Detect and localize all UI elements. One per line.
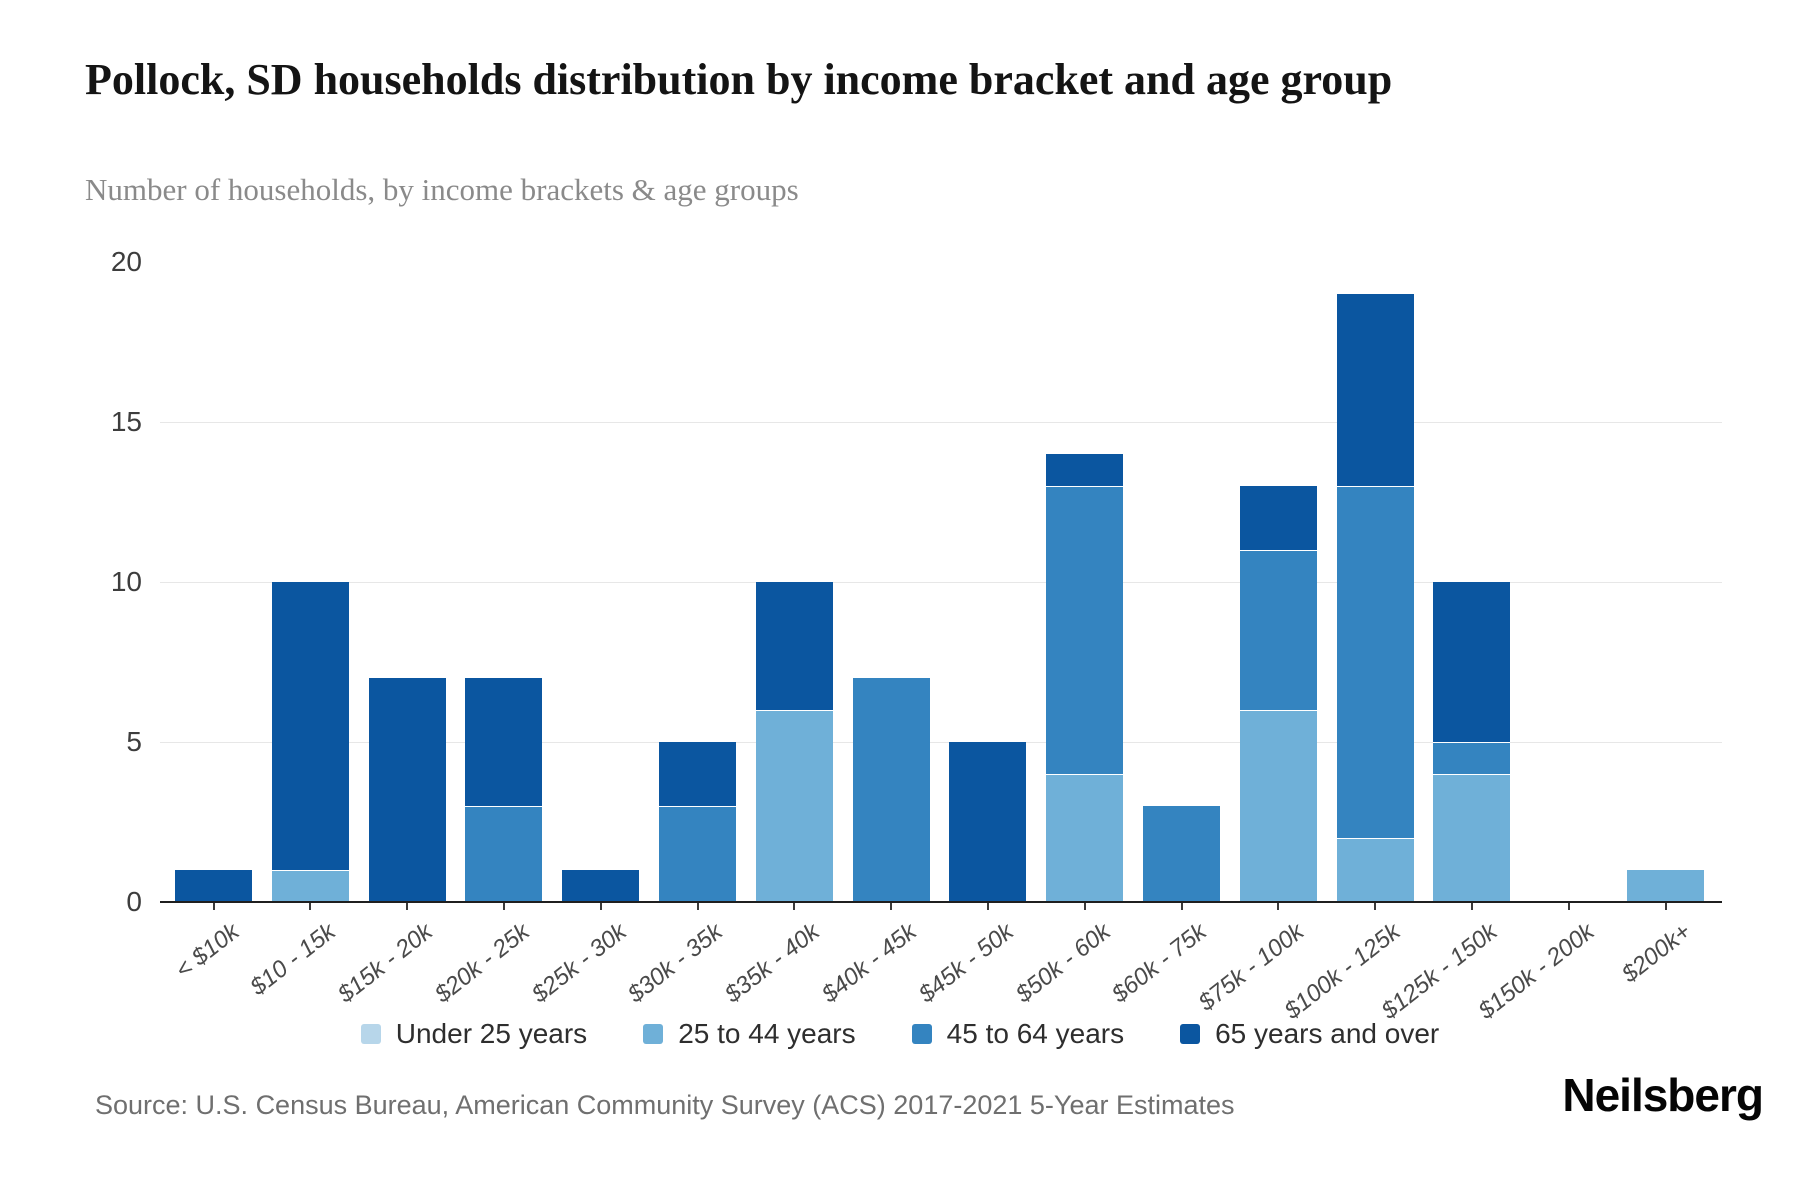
bar-segment[interactable] [659, 742, 736, 806]
x-tick-label: $45k - 50k [913, 918, 1019, 1009]
tick-mark [1083, 903, 1086, 910]
tick-mark [309, 903, 312, 910]
y-tick-label: 15 [110, 406, 142, 437]
bar-segment[interactable] [1336, 838, 1414, 902]
tick-mark [599, 903, 602, 910]
tick-mark [212, 903, 215, 910]
bar-segment[interactable] [175, 870, 252, 902]
bar-segment[interactable] [1046, 774, 1124, 902]
x-tick-label: $20k - 25k [429, 918, 535, 1009]
tick-mark [1277, 903, 1280, 910]
tick-mark [986, 903, 989, 910]
bar-segment[interactable] [1046, 486, 1124, 774]
bar-segment[interactable] [465, 678, 543, 806]
legend-swatch-icon [911, 1024, 932, 1044]
tick-mark [502, 903, 505, 910]
x-tick-label: $30k - 35k [623, 918, 729, 1009]
legend-label: Under 25 years [395, 1018, 588, 1049]
tick-mark [890, 903, 893, 910]
gridline [160, 582, 1722, 583]
bar-segment[interactable] [271, 870, 349, 902]
x-tick-label: $10 - 15k [245, 918, 341, 1001]
legend: Under 25 years 25 to 44 years 45 to 64 yea… [0, 1018, 1800, 1050]
bar-segment[interactable] [1239, 710, 1317, 902]
y-tick-label: 10 [110, 566, 142, 597]
source-text: Source: U.S. Census Bureau, American Com… [95, 1090, 1235, 1120]
gridline [160, 422, 1722, 423]
bar-segment[interactable] [1239, 486, 1317, 550]
tick-mark [1567, 903, 1570, 910]
bar-segment[interactable] [1046, 454, 1124, 486]
tick-mark [406, 903, 409, 910]
bar-segment[interactable] [271, 582, 349, 870]
x-tick-label: $35k - 40k [719, 918, 825, 1009]
legend-label: 25 to 44 years [678, 1018, 856, 1049]
bar-segment[interactable] [1336, 486, 1414, 838]
chart-title: Pollock, SD households distribution by i… [85, 55, 1393, 104]
bar-segment[interactable] [755, 710, 833, 902]
tick-mark [1374, 903, 1377, 910]
x-axis-line [160, 901, 1722, 903]
bar-segment[interactable] [852, 678, 930, 902]
bar-segment[interactable] [755, 582, 833, 710]
bar-segment[interactable] [949, 742, 1027, 902]
bar-segment[interactable] [1239, 550, 1317, 710]
legend-swatch-icon [1180, 1024, 1201, 1044]
bar-segment[interactable] [1627, 870, 1704, 902]
bar-segment[interactable] [1433, 742, 1511, 774]
tick-mark [793, 903, 796, 910]
x-tick-label: $50k - 60k [1010, 918, 1116, 1009]
bar-segment[interactable] [562, 870, 640, 902]
x-tick-label: $40k - 45k [816, 918, 922, 1009]
bar-segment[interactable] [1143, 806, 1220, 902]
tick-mark [696, 903, 699, 910]
bar-segment[interactable] [368, 678, 446, 902]
tick-mark [1470, 903, 1473, 910]
x-tick-label: $200k+ [1616, 918, 1697, 989]
legend-item-under-25-years[interactable]: Under 25 years [360, 1018, 588, 1050]
bar-segment[interactable] [1433, 582, 1511, 742]
neilsberg-logo: Neilsberg [1562, 1069, 1764, 1121]
x-tick-label: $15k - 20k [332, 918, 438, 1009]
bar-segment[interactable] [1336, 294, 1414, 486]
bar-segment[interactable] [1433, 774, 1511, 902]
y-tick-label: 5 [126, 726, 142, 757]
gridline [160, 742, 1722, 743]
legend-item-25-to-44-years[interactable]: 25 to 44 years [643, 1018, 856, 1050]
tick-mark [1664, 903, 1667, 910]
x-tick-label: < $10k [170, 918, 245, 985]
legend-item-45-to-64-years[interactable]: 45 to 64 years [911, 1018, 1125, 1050]
legend-swatch-icon [360, 1024, 381, 1044]
y-tick-label: 0 [126, 886, 142, 917]
bar-segment[interactable] [465, 806, 543, 902]
chart-subtitle: Number of households, by income brackets… [85, 172, 799, 207]
bar-segment[interactable] [659, 806, 736, 902]
legend-label: 65 years and over [1215, 1018, 1440, 1049]
x-tick-label: $25k - 30k [526, 918, 632, 1009]
y-tick-label: 20 [110, 246, 142, 277]
legend-item-65-years-and-over[interactable]: 65 years and over [1180, 1018, 1439, 1050]
tick-mark [1180, 903, 1183, 910]
legend-label: 45 to 64 years [946, 1018, 1125, 1049]
legend-swatch-icon [643, 1024, 664, 1044]
